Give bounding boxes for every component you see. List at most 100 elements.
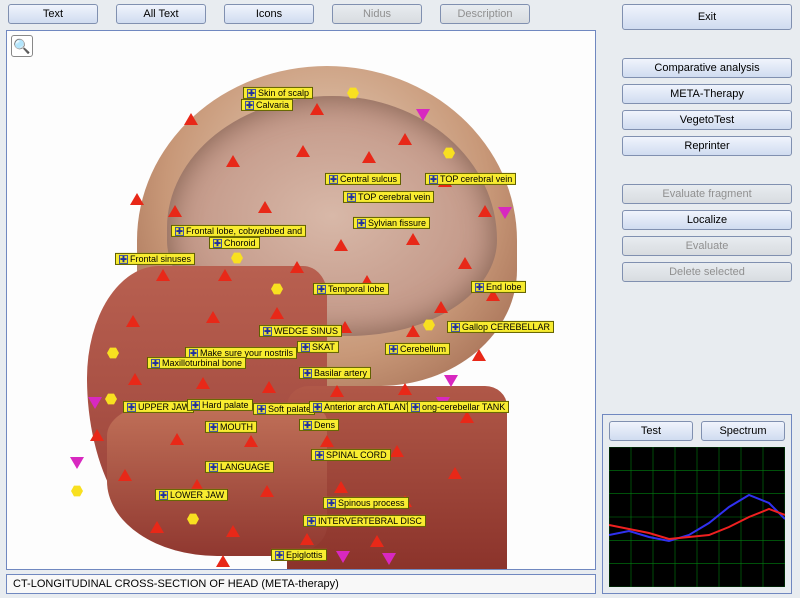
marker-red-triangle[interactable] bbox=[244, 435, 258, 447]
marker-red-triangle[interactable] bbox=[434, 301, 448, 313]
marker-red-triangle[interactable] bbox=[196, 377, 210, 389]
description-button[interactable]: Description bbox=[440, 4, 530, 24]
anatomy-view[interactable]: 🔍 ✚Skin of scalp✚Calvaria ✚Central sulcus… bbox=[6, 30, 596, 570]
marker-magenta-triangle[interactable] bbox=[336, 551, 350, 563]
marker-red-triangle[interactable] bbox=[448, 467, 462, 479]
anatomy-label[interactable]: ✚Temporal lobe bbox=[313, 283, 389, 295]
anatomy-label[interactable]: ✚LOWER JAW bbox=[155, 489, 228, 501]
marker-red-triangle[interactable] bbox=[226, 155, 240, 167]
marker-red-triangle[interactable] bbox=[310, 103, 324, 115]
marker-red-triangle[interactable] bbox=[128, 373, 142, 385]
evaluate-button[interactable]: Evaluate bbox=[622, 236, 792, 256]
magnify-icon[interactable]: 🔍 bbox=[11, 35, 33, 57]
marker-red-triangle[interactable] bbox=[300, 533, 314, 545]
reprinter-button[interactable]: Reprinter bbox=[622, 136, 792, 156]
anatomy-label-text: Basilar artery bbox=[314, 368, 367, 378]
marker-red-triangle[interactable] bbox=[90, 429, 104, 441]
marker-red-triangle[interactable] bbox=[390, 445, 404, 457]
marker-red-triangle[interactable] bbox=[406, 233, 420, 245]
localize-button[interactable]: Localize bbox=[622, 210, 792, 230]
anatomy-label[interactable]: ✚Basilar artery bbox=[299, 367, 371, 379]
icons-button[interactable]: Icons bbox=[224, 4, 314, 24]
anatomy-label[interactable]: ✚Frontal lobe, cobwebbed and bbox=[171, 225, 306, 237]
marker-red-triangle[interactable] bbox=[150, 521, 164, 533]
marker-magenta-triangle[interactable] bbox=[70, 457, 84, 469]
anatomy-label[interactable]: ✚MOUTH bbox=[205, 421, 257, 433]
marker-red-triangle[interactable] bbox=[330, 385, 344, 397]
nidus-button[interactable]: Nidus bbox=[332, 4, 422, 24]
marker-red-triangle[interactable] bbox=[270, 307, 284, 319]
anatomy-label[interactable]: ✚Dens bbox=[299, 419, 339, 431]
marker-red-triangle[interactable] bbox=[118, 469, 132, 481]
anatomy-label[interactable]: ✚Cerebellum bbox=[385, 343, 450, 355]
spectrum-button[interactable]: Spectrum bbox=[701, 421, 785, 441]
marker-magenta-triangle[interactable] bbox=[498, 207, 512, 219]
anatomy-label[interactable]: ✚INTERVERTEBRAL DISC bbox=[303, 515, 426, 527]
anatomy-label[interactable]: ✚Anterior arch ATLANTA bbox=[309, 401, 421, 413]
marker-red-triangle[interactable] bbox=[362, 151, 376, 163]
marker-red-triangle[interactable] bbox=[258, 201, 272, 213]
marker-magenta-triangle[interactable] bbox=[444, 375, 458, 387]
marker-red-triangle[interactable] bbox=[156, 269, 170, 281]
marker-red-triangle[interactable] bbox=[218, 269, 232, 281]
exit-button[interactable]: Exit bbox=[622, 4, 792, 30]
anatomy-label[interactable]: ✚SKAT bbox=[297, 341, 339, 353]
anatomy-label[interactable]: ✚Frontal sinuses bbox=[115, 253, 195, 265]
anatomy-label[interactable]: ✚Soft palate bbox=[253, 403, 315, 415]
marker-red-triangle[interactable] bbox=[370, 535, 384, 547]
anatomy-label[interactable]: ✚ong-cerebellar TANK bbox=[407, 401, 509, 413]
comparative-analysis-button[interactable]: Comparative analysis bbox=[622, 58, 792, 78]
anatomy-label-text: INTERVERTEBRAL DISC bbox=[318, 516, 422, 526]
anatomy-label[interactable]: ✚Sylvian fissure bbox=[353, 217, 430, 229]
marker-red-triangle[interactable] bbox=[290, 261, 304, 273]
marker-red-triangle[interactable] bbox=[398, 383, 412, 395]
anatomy-label[interactable]: ✚TOP cerebral vein bbox=[425, 173, 516, 185]
anatomy-label[interactable]: ✚Choroid bbox=[209, 237, 260, 249]
marker-red-triangle[interactable] bbox=[170, 433, 184, 445]
meta-therapy-button[interactable]: META-Therapy bbox=[622, 84, 792, 104]
marker-red-triangle[interactable] bbox=[262, 381, 276, 393]
anatomy-label[interactable]: ✚Hard palate bbox=[187, 399, 253, 411]
anatomy-label[interactable]: ✚Maxilloturbinal bone bbox=[147, 357, 246, 369]
marker-red-triangle[interactable] bbox=[478, 205, 492, 217]
marker-red-triangle[interactable] bbox=[472, 349, 486, 361]
marker-red-triangle[interactable] bbox=[260, 485, 274, 497]
anatomy-label[interactable]: ✚Epiglottis bbox=[271, 549, 327, 561]
anatomy-label[interactable]: ✚Spinous process bbox=[323, 497, 409, 509]
anatomy-label[interactable]: ✚Central sulcus bbox=[325, 173, 401, 185]
all-text-button[interactable]: All Text bbox=[116, 4, 206, 24]
marker-red-triangle[interactable] bbox=[334, 239, 348, 251]
anatomy-label[interactable]: ✚UPPER JAW bbox=[123, 401, 194, 413]
anatomy-label[interactable]: ✚TOP cerebral vein bbox=[343, 191, 434, 203]
anatomy-label[interactable]: ✚WEDGE SINUS bbox=[259, 325, 342, 337]
marker-red-triangle[interactable] bbox=[296, 145, 310, 157]
vegeto-test-button[interactable]: VegetoTest bbox=[622, 110, 792, 130]
anatomy-label[interactable]: ✚End lobe bbox=[471, 281, 526, 293]
evaluate-fragment-button[interactable]: Evaluate fragment bbox=[622, 184, 792, 204]
anatomy-label[interactable]: ✚Gallop CEREBELLAR bbox=[447, 321, 554, 333]
marker-red-triangle[interactable] bbox=[168, 205, 182, 217]
right-panel: Exit Comparative analysis META-Therapy V… bbox=[622, 4, 792, 284]
text-button[interactable]: Text bbox=[8, 4, 98, 24]
marker-red-triangle[interactable] bbox=[184, 113, 198, 125]
anatomy-label[interactable]: ✚Skin of scalp bbox=[243, 87, 313, 99]
delete-selected-button[interactable]: Delete selected bbox=[622, 262, 792, 282]
anatomy-label[interactable]: ✚LANGUAGE bbox=[205, 461, 274, 473]
test-button[interactable]: Test bbox=[609, 421, 693, 441]
marker-red-triangle[interactable] bbox=[334, 481, 348, 493]
marker-red-triangle[interactable] bbox=[130, 193, 144, 205]
anatomy-label[interactable]: ✚Calvaria bbox=[241, 99, 293, 111]
marker-red-triangle[interactable] bbox=[406, 325, 420, 337]
marker-red-triangle[interactable] bbox=[398, 133, 412, 145]
marker-red-triangle[interactable] bbox=[126, 315, 140, 327]
marker-red-triangle[interactable] bbox=[320, 435, 334, 447]
marker-red-triangle[interactable] bbox=[226, 525, 240, 537]
marker-red-triangle[interactable] bbox=[206, 311, 220, 323]
marker-magenta-triangle[interactable] bbox=[88, 397, 102, 409]
marker-red-triangle[interactable] bbox=[458, 257, 472, 269]
marker-red-triangle[interactable] bbox=[216, 555, 230, 567]
marker-magenta-triangle[interactable] bbox=[416, 109, 430, 121]
anatomy-label-text: LOWER JAW bbox=[170, 490, 224, 500]
anatomy-label[interactable]: ✚SPINAL CORD bbox=[311, 449, 391, 461]
marker-magenta-triangle[interactable] bbox=[382, 553, 396, 565]
